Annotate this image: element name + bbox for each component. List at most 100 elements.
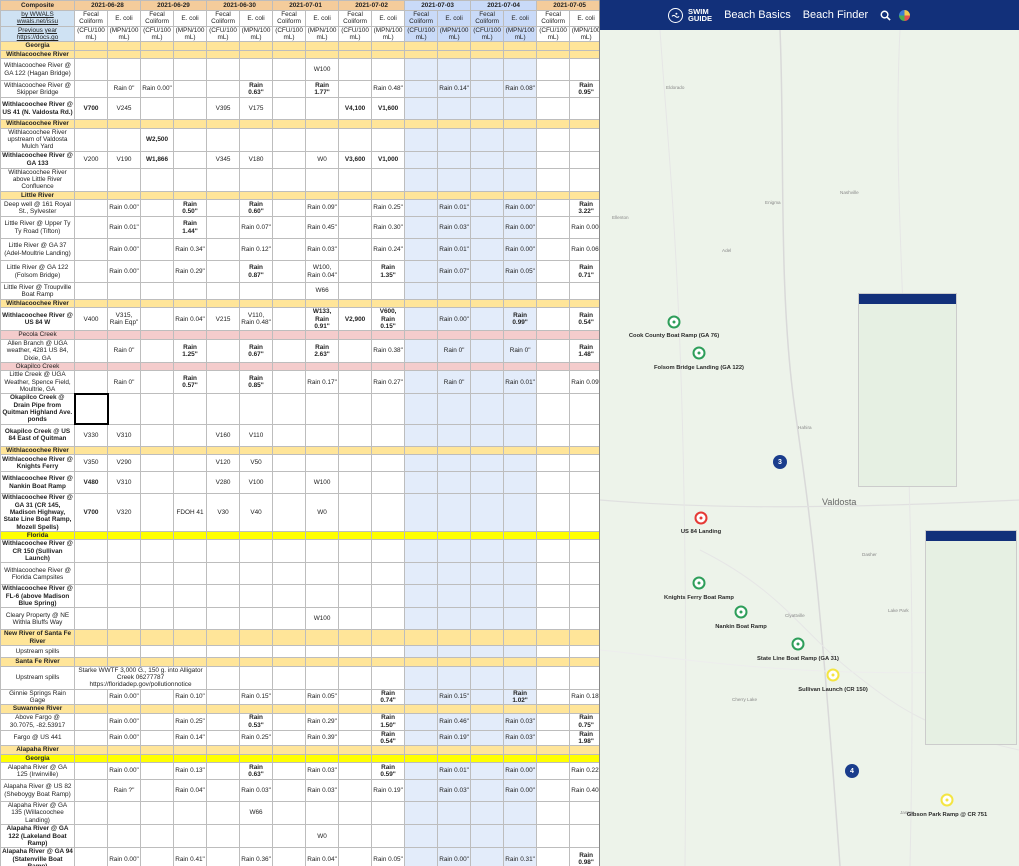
date-header[interactable]: 2021-07-05: [536, 0, 599, 11]
fecal-header[interactable]: Fecal Coliform: [74, 10, 108, 27]
section-cell[interactable]: [206, 657, 241, 667]
value-cell[interactable]: Rain 0.08": [503, 80, 538, 99]
value-cell[interactable]: [305, 645, 340, 659]
section-cell[interactable]: [272, 629, 307, 647]
value-cell[interactable]: Rain 0.00": [106, 712, 142, 731]
value-cell[interactable]: Rain 0.00": [106, 729, 142, 747]
value-cell[interactable]: [404, 729, 439, 747]
section-cell[interactable]: [503, 41, 538, 51]
value-cell[interactable]: Rain 0.25": [371, 199, 406, 218]
value-cell[interactable]: [206, 688, 241, 706]
section-cell[interactable]: [305, 530, 340, 541]
value-cell[interactable]: [206, 665, 241, 690]
value-cell[interactable]: [272, 493, 307, 532]
value-cell[interactable]: Rain 0.00": [503, 216, 538, 240]
value-cell[interactable]: [536, 801, 571, 826]
location-cell[interactable]: Okapilco Creek @ Drain Pipe from Quitman…: [0, 393, 75, 425]
value-cell[interactable]: Rain 0.36": [239, 847, 274, 866]
value-cell[interactable]: [206, 80, 241, 99]
value-cell[interactable]: [371, 393, 406, 425]
section-cell[interactable]: [470, 190, 505, 201]
value-cell[interactable]: Rain 0.19": [371, 779, 406, 803]
section-cell[interactable]: [239, 299, 274, 309]
value-cell[interactable]: [206, 238, 241, 262]
section-cell[interactable]: [305, 753, 340, 764]
value-cell[interactable]: [272, 712, 307, 731]
value-cell[interactable]: Rain 0": [503, 338, 538, 363]
value-cell[interactable]: Rain 0.71": [569, 260, 599, 284]
beach-pin-sullivan-launch[interactable]: [826, 668, 840, 682]
value-cell[interactable]: W0: [305, 824, 340, 849]
value-cell[interactable]: Rain 0.09": [305, 199, 340, 218]
date-header[interactable]: 2021-07-02: [338, 0, 406, 11]
value-cell[interactable]: [569, 584, 599, 609]
section-cell[interactable]: [569, 704, 599, 714]
value-cell[interactable]: [470, 238, 505, 262]
value-cell[interactable]: [371, 282, 406, 301]
swim-guide-logo[interactable]: SWIM GUIDE: [668, 7, 712, 23]
section-cell[interactable]: [338, 445, 373, 456]
section-cell[interactable]: [371, 704, 406, 714]
value-cell[interactable]: [569, 127, 599, 152]
value-cell[interactable]: Rain 0.75": [569, 712, 599, 731]
value-cell[interactable]: [338, 712, 373, 731]
section-cell[interactable]: [173, 530, 208, 541]
value-cell[interactable]: Rain 0.01": [503, 370, 538, 395]
value-cell[interactable]: [404, 80, 439, 99]
section-cell[interactable]: [173, 657, 208, 667]
value-cell[interactable]: [404, 493, 439, 532]
value-cell[interactable]: [74, 801, 108, 826]
section-cell[interactable]: [272, 657, 307, 667]
value-cell[interactable]: [437, 454, 472, 473]
location-cell[interactable]: Withlacoochee River @ CR 150 (Sullivan L…: [0, 539, 75, 564]
section-cell[interactable]: [437, 445, 472, 456]
value-cell[interactable]: [371, 539, 406, 564]
value-cell[interactable]: [305, 584, 340, 609]
value-cell[interactable]: [569, 645, 599, 659]
value-cell[interactable]: [404, 282, 439, 301]
value-cell[interactable]: [437, 150, 472, 169]
value-cell[interactable]: [536, 688, 571, 706]
section-label[interactable]: Florida: [0, 530, 75, 541]
value-cell[interactable]: [206, 779, 241, 803]
value-cell[interactable]: [74, 216, 108, 240]
section-cell[interactable]: [338, 530, 373, 541]
section-cell[interactable]: [470, 530, 505, 541]
location-cell[interactable]: Fargo @ US 441: [0, 729, 75, 747]
value-cell[interactable]: Rain 0.03": [305, 779, 340, 803]
selected-cell[interactable]: [73, 392, 109, 426]
value-cell[interactable]: V215: [206, 307, 241, 332]
value-cell[interactable]: [536, 150, 571, 169]
section-cell[interactable]: [470, 753, 505, 764]
section-cell[interactable]: [305, 41, 340, 51]
value-cell[interactable]: Rain 0.18": [569, 688, 599, 706]
section-cell[interactable]: [74, 704, 108, 714]
section-cell[interactable]: [140, 445, 175, 456]
value-cell[interactable]: [371, 493, 406, 532]
value-cell[interactable]: [536, 370, 571, 395]
section-cell[interactable]: [371, 445, 406, 456]
value-cell[interactable]: [140, 471, 175, 495]
section-cell[interactable]: [437, 657, 472, 667]
value-cell[interactable]: V200: [74, 150, 108, 169]
section-cell[interactable]: [305, 704, 340, 714]
value-cell[interactable]: [569, 562, 599, 586]
ecoli-header[interactable]: E. coli: [173, 10, 208, 27]
value-cell[interactable]: [305, 562, 340, 586]
value-cell[interactable]: W100: [305, 58, 340, 82]
section-cell[interactable]: [140, 745, 175, 755]
value-cell[interactable]: [569, 471, 599, 495]
value-cell[interactable]: Rain 0.87": [239, 260, 274, 284]
value-cell[interactable]: [536, 167, 571, 192]
value-cell[interactable]: [536, 712, 571, 731]
value-cell[interactable]: [338, 471, 373, 495]
section-cell[interactable]: [173, 330, 208, 340]
value-cell[interactable]: [206, 712, 241, 731]
value-cell[interactable]: [503, 539, 538, 564]
value-cell[interactable]: Rain 0.05": [503, 260, 538, 284]
value-cell[interactable]: [272, 729, 307, 747]
section-cell[interactable]: [239, 530, 274, 541]
section-cell[interactable]: [140, 190, 175, 201]
value-cell[interactable]: [140, 779, 175, 803]
value-cell[interactable]: [470, 58, 505, 82]
